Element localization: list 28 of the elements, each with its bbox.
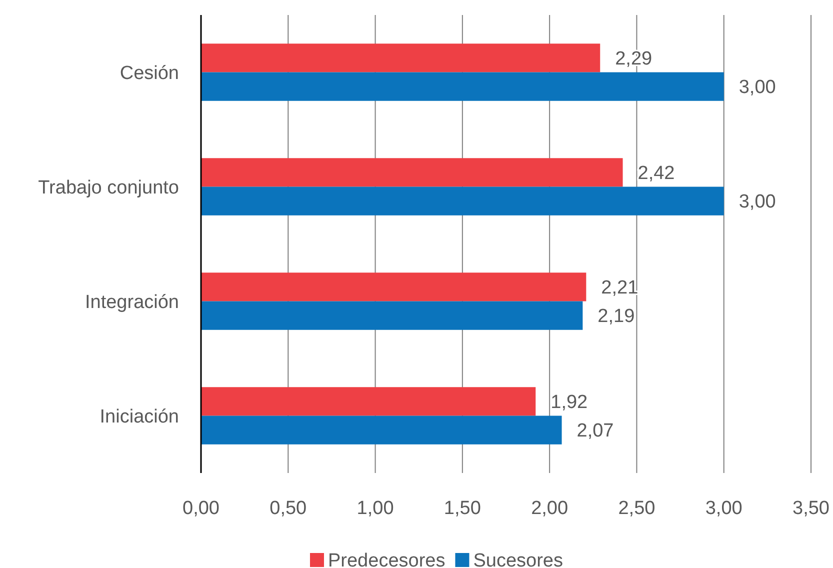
data-label: 1,92 [550,392,588,414]
x-tick-label: 2,50 [618,498,656,519]
x-tick-label: 3,00 [705,498,742,519]
data-label: 3,00 [738,77,776,98]
bar [201,72,724,101]
y-tick-label: Iniciación [100,406,179,428]
y-tick-label: Trabajo conjunto [38,177,179,198]
legend-label: Predecesores [328,550,446,568]
data-label: 2,07 [576,420,614,442]
x-tick-label: 1,00 [356,498,394,519]
bar [201,158,623,187]
legend-label: Sucesores [473,550,564,568]
x-tick-label: 3,50 [792,498,830,519]
bar [201,387,536,416]
bar [201,272,586,302]
bar [201,416,562,444]
y-tick-label: Integración [84,292,179,313]
bar [201,44,600,72]
bar [201,186,724,216]
bar [201,301,583,330]
x-tick-label: 2,00 [531,498,568,519]
data-label: 3,00 [738,192,776,213]
x-tick-label: 0,00 [182,498,220,519]
y-tick-label: Cesión [120,62,179,84]
x-tick-label: 0,50 [270,498,307,519]
data-label: 2,42 [638,163,675,184]
x-tick-label: 1,50 [444,498,481,519]
data-label: 2,19 [598,306,635,328]
